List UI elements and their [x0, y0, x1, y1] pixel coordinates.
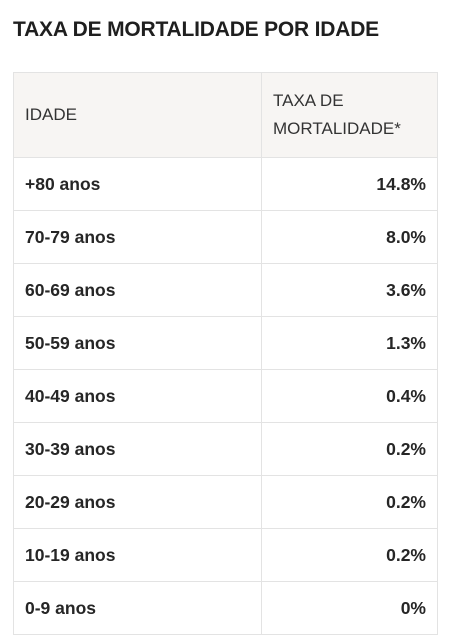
- age-cell: 0-9 anos: [13, 581, 262, 635]
- age-cell: 10-19 anos: [13, 528, 262, 582]
- age-cell: 60-69 anos: [13, 263, 262, 317]
- rate-cell: 0.2%: [261, 475, 438, 529]
- table-row: 70-79 anos 8.0%: [13, 210, 438, 264]
- header-row: IDADE TAXA DE MORTALIDADE*: [13, 72, 438, 158]
- table-row: 50-59 anos 1.3%: [13, 316, 438, 370]
- table-row: 10-19 anos 0.2%: [13, 528, 438, 582]
- rate-cell: 0.2%: [261, 422, 438, 476]
- rate-cell: 14.8%: [261, 157, 438, 211]
- age-cell: 50-59 anos: [13, 316, 262, 370]
- age-cell: 70-79 anos: [13, 210, 262, 264]
- table-row: 60-69 anos 3.6%: [13, 263, 438, 317]
- rate-cell: 0%: [261, 581, 438, 635]
- page-title: TAXA DE MORTALIDADE POR IDADE: [13, 18, 379, 41]
- table-header: IDADE TAXA DE MORTALIDADE*: [13, 72, 438, 158]
- table-row: 20-29 anos 0.2%: [13, 475, 438, 529]
- age-cell: +80 anos: [13, 157, 262, 211]
- mortality-table-container: IDADE TAXA DE MORTALIDADE* +80 anos 14.8…: [13, 72, 438, 635]
- table-row: +80 anos 14.8%: [13, 157, 438, 211]
- mortality-table: IDADE TAXA DE MORTALIDADE* +80 anos 14.8…: [13, 72, 438, 635]
- rate-cell: 8.0%: [261, 210, 438, 264]
- table-row: 40-49 anos 0.4%: [13, 369, 438, 423]
- table-row: 30-39 anos 0.2%: [13, 422, 438, 476]
- rate-cell: 1.3%: [261, 316, 438, 370]
- header-mortality-rate: TAXA DE MORTALIDADE*: [261, 72, 438, 158]
- age-cell: 20-29 anos: [13, 475, 262, 529]
- table-row: 0-9 anos 0%: [13, 581, 438, 635]
- header-age: IDADE: [13, 72, 262, 158]
- rate-cell: 3.6%: [261, 263, 438, 317]
- rate-cell: 0.2%: [261, 528, 438, 582]
- age-cell: 30-39 anos: [13, 422, 262, 476]
- table-body: +80 anos 14.8% 70-79 anos 8.0% 60-69 ano…: [13, 157, 438, 635]
- rate-cell: 0.4%: [261, 369, 438, 423]
- age-cell: 40-49 anos: [13, 369, 262, 423]
